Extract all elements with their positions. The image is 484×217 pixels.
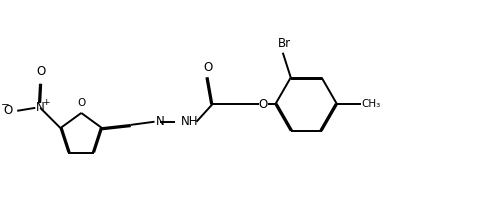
Text: O: O	[258, 98, 268, 111]
Text: Br: Br	[278, 37, 291, 50]
Text: CH₃: CH₃	[362, 99, 381, 109]
Text: O: O	[37, 65, 46, 78]
Text: O: O	[3, 104, 12, 117]
Text: NH: NH	[181, 115, 198, 128]
Text: O: O	[203, 61, 212, 74]
Text: N: N	[36, 101, 45, 114]
Text: O: O	[77, 99, 85, 108]
Text: −: −	[1, 100, 10, 110]
Text: N: N	[155, 115, 164, 128]
Text: +: +	[42, 98, 49, 107]
